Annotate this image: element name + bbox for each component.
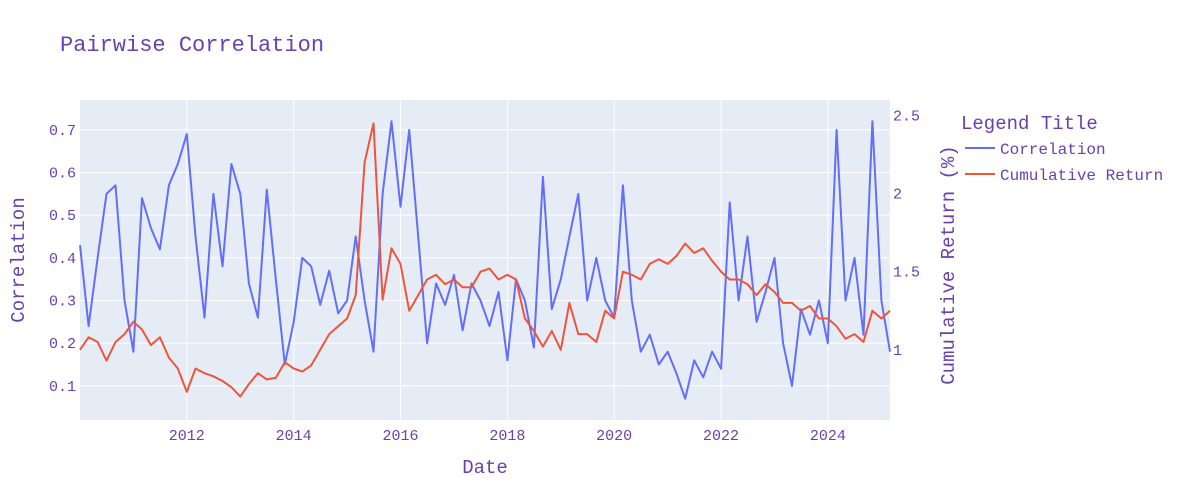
x-axis-ticks: 2012 2014 2016 2018 2020 2022 2024 [169, 428, 846, 445]
series-line-cumulative-return [79, 122, 891, 398]
legend: Legend Title Correlation Cumulative Retu… [961, 113, 1163, 185]
y2-tick-label: 2.5 [893, 109, 920, 126]
x-axis-title: Date [462, 457, 508, 479]
chart-title: Pairwise Correlation [60, 33, 324, 58]
y2-tick-label: 1.5 [893, 265, 920, 282]
series-line-correlation [79, 120, 891, 400]
legend-title: Legend Title [961, 113, 1098, 135]
legend-label-correlation: Correlation [1000, 141, 1106, 159]
y2-axis-ticks: 1 1.5 2 2.5 [893, 109, 920, 360]
y2-tick-label: 2 [893, 187, 902, 204]
y-axis-title: Correlation [8, 197, 30, 322]
legend-item-correlation[interactable]: Correlation [965, 141, 1106, 159]
legend-label-cumulative-return: Cumulative Return [1000, 167, 1163, 185]
y-tick-label: 0.2 [49, 336, 76, 353]
x-tick-label: 2014 [276, 428, 312, 445]
y-tick-label: 0.7 [49, 123, 76, 140]
y-tick-label: 0.4 [49, 251, 76, 268]
y2-axis-title: Cumulative Return (%) [938, 145, 960, 384]
x-tick-label: 2022 [703, 428, 739, 445]
x-tick-label: 2024 [810, 428, 846, 445]
legend-item-cumulative-return[interactable]: Cumulative Return [965, 167, 1163, 185]
y-tick-label: 0.1 [49, 379, 76, 396]
y-tick-label: 0.3 [49, 294, 76, 311]
series-layer [79, 120, 891, 400]
y-axis-ticks: 0.1 0.2 0.3 0.4 0.5 0.6 0.7 [49, 123, 76, 396]
plot-area [80, 100, 890, 420]
x-tick-label: 2012 [169, 428, 205, 445]
x-tick-label: 2016 [382, 428, 418, 445]
y-tick-label: 0.5 [49, 208, 76, 225]
y2-tick-label: 1 [893, 343, 902, 360]
y-tick-label: 0.6 [49, 166, 76, 183]
x-tick-label: 2020 [596, 428, 632, 445]
x-tick-label: 2018 [489, 428, 525, 445]
